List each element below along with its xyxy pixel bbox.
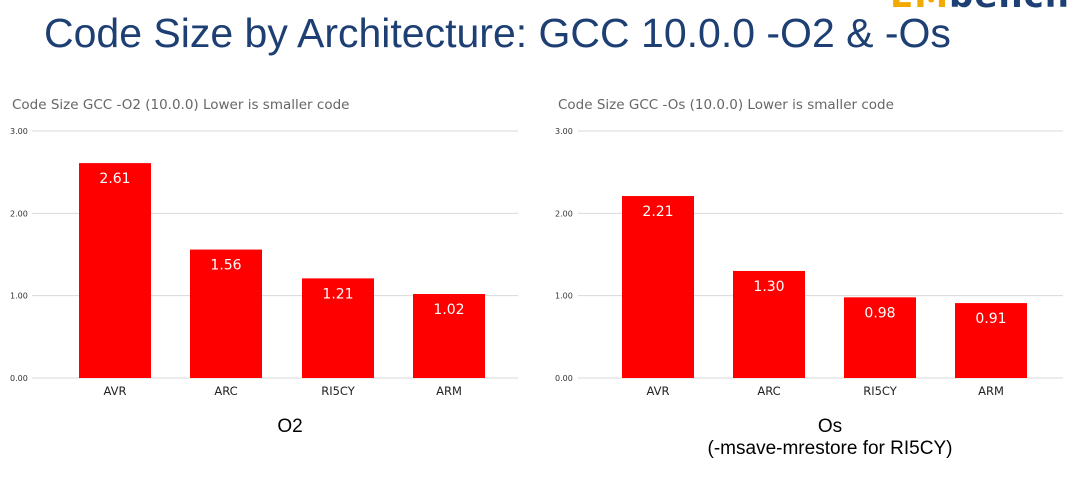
caption-line: (-msave-mrestore for RI5CY) bbox=[707, 438, 953, 459]
x-tick-label: ARM bbox=[978, 384, 1004, 398]
data-label: 2.21 bbox=[642, 204, 673, 220]
data-label: 0.91 bbox=[975, 311, 1006, 327]
data-label: 1.56 bbox=[210, 258, 241, 274]
data-label: 0.98 bbox=[864, 305, 895, 321]
x-tick-label: ARC bbox=[757, 384, 780, 398]
x-tick-label: ARM bbox=[436, 384, 462, 398]
x-tick-label: RI5CY bbox=[863, 384, 898, 398]
y-tick-label: 2.00 bbox=[555, 209, 573, 218]
y-tick-label: 1.00 bbox=[555, 292, 573, 301]
brand-logo: EMbench bbox=[890, 0, 1070, 16]
data-label: 1.30 bbox=[753, 279, 784, 295]
y-tick-label: 0.00 bbox=[555, 374, 573, 383]
caption-line: Os bbox=[817, 416, 843, 437]
bar-avr bbox=[79, 163, 151, 378]
x-tick-label: RI5CY bbox=[321, 384, 356, 398]
chart-os: Code Size GCC -Os (10.0.0) Lower is smal… bbox=[555, 97, 1063, 398]
bar-ri5cy bbox=[844, 297, 916, 378]
y-tick-label: 1.00 bbox=[10, 292, 28, 301]
data-label: 1.21 bbox=[322, 286, 353, 302]
data-label: 1.02 bbox=[433, 302, 464, 318]
caption-os: Os (-msave-mrestore for RI5CY) bbox=[680, 416, 980, 460]
chart-title: Code Size GCC -O2 (10.0.0) Lower is smal… bbox=[12, 97, 349, 113]
y-tick-label: 2.00 bbox=[10, 209, 28, 218]
y-tick-label: 0.00 bbox=[10, 374, 28, 383]
data-label: 2.61 bbox=[99, 171, 130, 187]
chart-o2: Code Size GCC -O2 (10.0.0) Lower is smal… bbox=[10, 97, 518, 398]
bar-avr bbox=[622, 196, 694, 378]
bar-arm bbox=[955, 303, 1027, 378]
slide-title: Code Size by Architecture: GCC 10.0.0 -O… bbox=[44, 10, 951, 56]
chart-title: Code Size GCC -Os (10.0.0) Lower is smal… bbox=[558, 97, 894, 113]
x-tick-label: ARC bbox=[214, 384, 237, 398]
x-tick-label: AVR bbox=[647, 384, 670, 398]
y-tick-label: 3.00 bbox=[10, 127, 28, 136]
bar-arm bbox=[413, 294, 485, 378]
caption-o2: O2 bbox=[190, 416, 390, 438]
bar-arc bbox=[190, 249, 262, 378]
bar-ri5cy bbox=[302, 278, 374, 378]
caption-line: O2 bbox=[277, 416, 303, 437]
x-tick-label: AVR bbox=[104, 384, 127, 398]
y-tick-label: 3.00 bbox=[555, 127, 573, 136]
bar-arc bbox=[733, 270, 805, 378]
